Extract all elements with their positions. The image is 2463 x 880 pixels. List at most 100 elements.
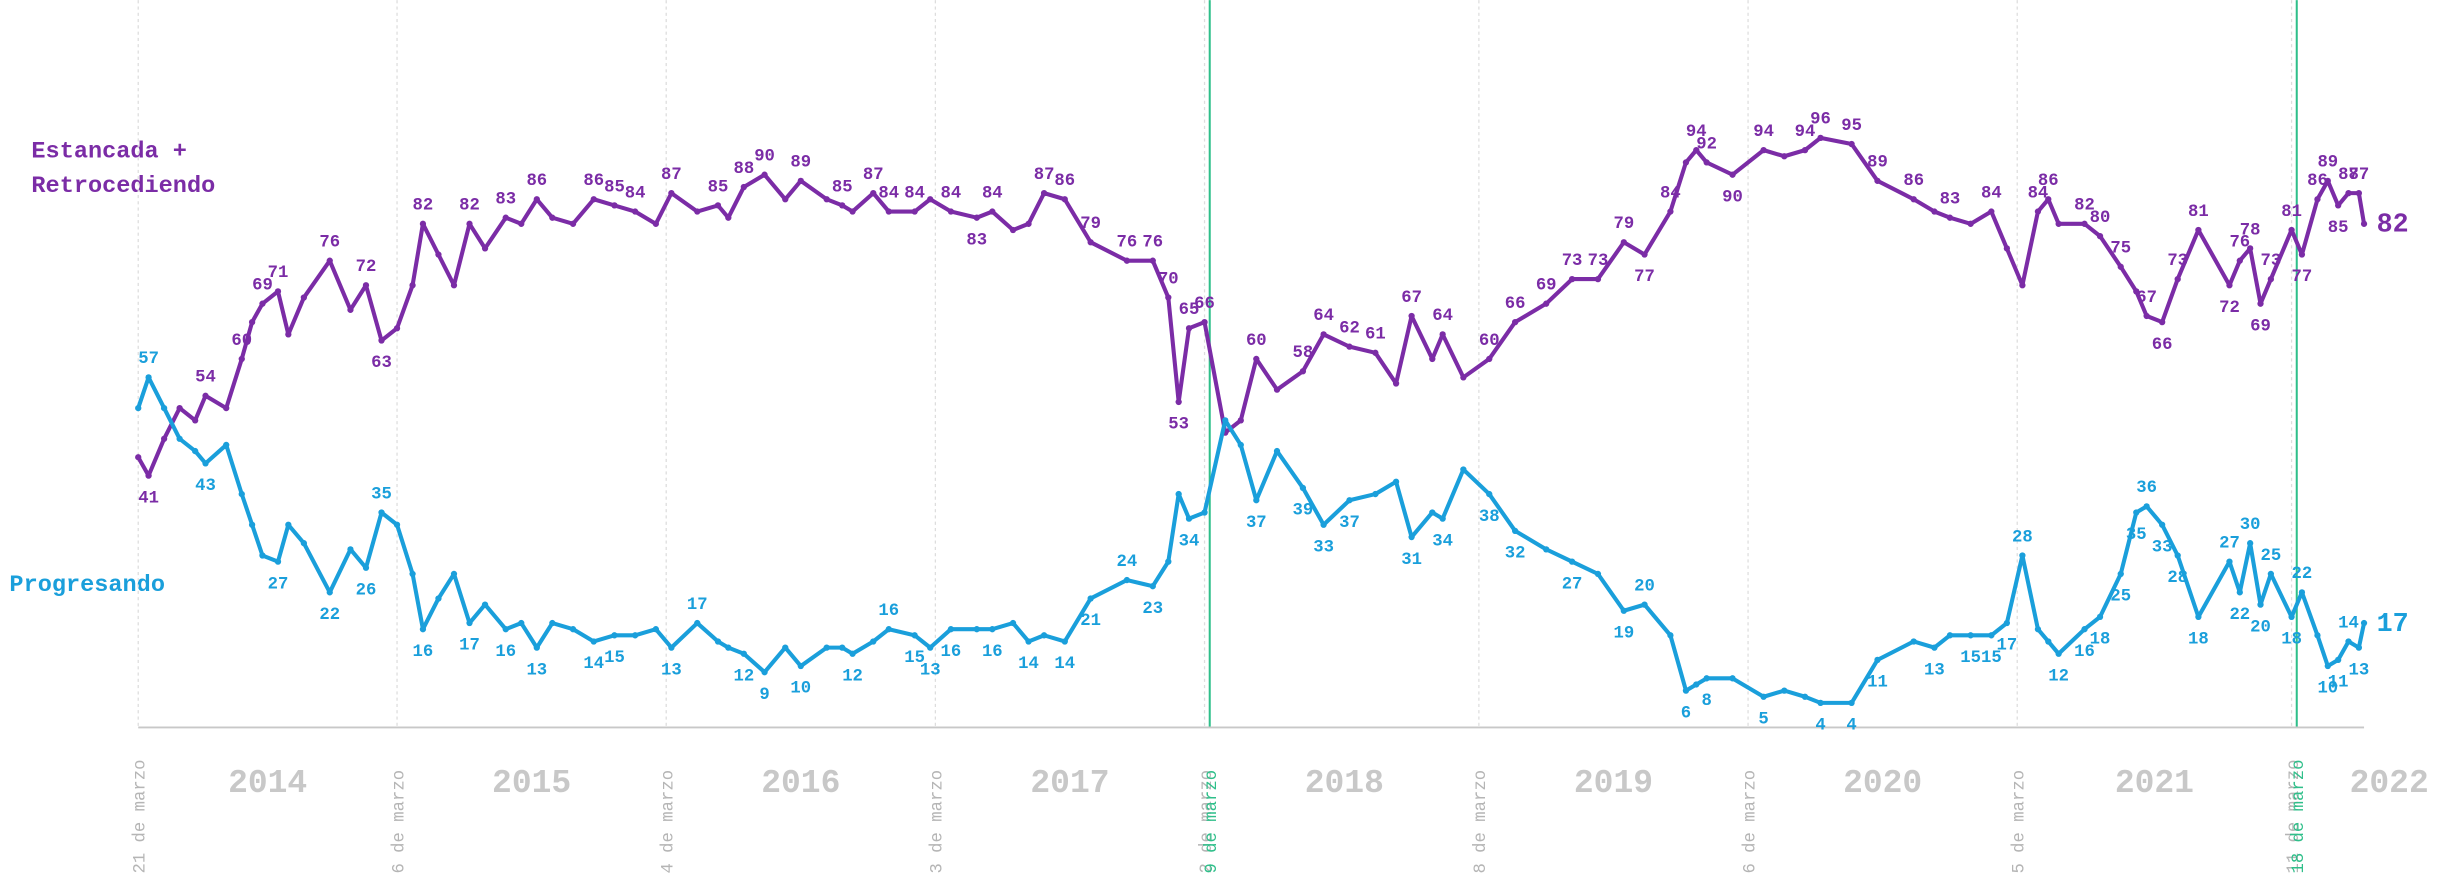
point — [160, 404, 168, 412]
x-tick-label: 3 de marzo — [929, 770, 948, 874]
point — [2345, 189, 2352, 197]
point — [2159, 521, 2166, 528]
point — [1175, 490, 1182, 498]
point — [549, 619, 556, 627]
point — [1594, 275, 1602, 283]
point — [1967, 632, 1974, 639]
point — [2247, 245, 2254, 252]
data-label: 16 — [2074, 643, 2095, 662]
point — [326, 589, 333, 596]
point — [176, 435, 183, 442]
point — [1486, 490, 1493, 498]
point — [2335, 656, 2342, 664]
point — [1801, 146, 1809, 154]
point — [2257, 601, 2264, 608]
point — [1439, 331, 1446, 338]
period-label: 2017 — [1030, 765, 1109, 802]
data-label: 86 — [583, 172, 604, 191]
point — [1682, 687, 1690, 694]
data-label: 64 — [1432, 307, 1453, 326]
data-label: 90 — [754, 148, 775, 167]
point — [192, 417, 199, 424]
point — [870, 189, 877, 197]
point — [378, 337, 385, 344]
data-label: 94 — [1795, 123, 1816, 142]
point — [362, 564, 370, 571]
point — [1087, 239, 1094, 246]
point — [839, 644, 846, 651]
point — [947, 626, 955, 633]
point — [362, 282, 370, 289]
point — [1025, 638, 1032, 645]
data-label: 69 — [2250, 317, 2271, 336]
point — [839, 202, 846, 209]
point — [849, 650, 856, 657]
point — [347, 546, 354, 553]
point — [2055, 220, 2062, 227]
point — [223, 441, 230, 449]
point — [1009, 226, 1017, 234]
data-label: 76 — [2229, 234, 2250, 253]
data-label: 33 — [1313, 538, 1334, 557]
point — [569, 626, 577, 633]
point — [409, 282, 416, 289]
point — [1123, 257, 1131, 264]
data-label: 85 — [832, 178, 853, 197]
point — [2267, 570, 2275, 578]
point — [1175, 398, 1182, 406]
point — [1439, 515, 1446, 522]
point — [1149, 583, 1156, 590]
point — [2335, 202, 2342, 209]
data-label: 13 — [661, 661, 682, 680]
period-label: 2016 — [761, 765, 840, 802]
data-label: 69 — [1536, 277, 1557, 296]
data-label: 73 — [2260, 252, 2281, 271]
point — [202, 392, 209, 399]
point — [590, 196, 597, 203]
point — [1910, 638, 1917, 645]
point — [2314, 196, 2321, 203]
x-tick-label: 5 de marzo — [2011, 770, 2030, 874]
data-label: 66 — [1194, 295, 1215, 314]
data-label: 20 — [2250, 618, 2271, 637]
point — [569, 220, 577, 227]
x-tick-label: 6 de marzo — [390, 770, 409, 874]
point — [947, 208, 955, 215]
data-label: 76 — [1117, 234, 1138, 253]
point — [1511, 527, 1519, 535]
point — [2055, 650, 2062, 657]
point — [1253, 355, 1260, 363]
point — [1667, 632, 1674, 639]
point — [2081, 220, 2088, 227]
data-label: 76 — [1142, 234, 1163, 253]
data-label: 60 — [1246, 332, 1267, 351]
point — [1061, 196, 1068, 203]
point — [989, 626, 996, 633]
point — [481, 601, 489, 608]
point — [1429, 509, 1436, 516]
point — [2133, 288, 2140, 295]
point — [1253, 497, 1260, 504]
point — [870, 638, 877, 645]
data-label: 16 — [495, 643, 516, 662]
data-label: 11 — [2328, 674, 2349, 693]
data-label: 14 — [1054, 655, 1075, 674]
point — [885, 626, 892, 633]
data-label: 8 — [1701, 692, 1711, 711]
point — [927, 196, 934, 203]
point — [533, 196, 540, 203]
legend-entry: Progresando — [9, 571, 165, 599]
data-label: 53 — [1168, 416, 1189, 435]
x-tick-label: 11 de marzo — [2285, 760, 2304, 874]
point — [1392, 478, 1400, 485]
point — [259, 300, 266, 307]
point — [1025, 220, 1032, 227]
point — [2355, 644, 2363, 651]
point — [652, 220, 660, 227]
point — [2345, 638, 2352, 645]
data-label: 57 — [138, 350, 159, 369]
data-label: 4 — [1815, 717, 1825, 736]
data-label: 35 — [371, 485, 392, 504]
point — [1372, 349, 1379, 356]
